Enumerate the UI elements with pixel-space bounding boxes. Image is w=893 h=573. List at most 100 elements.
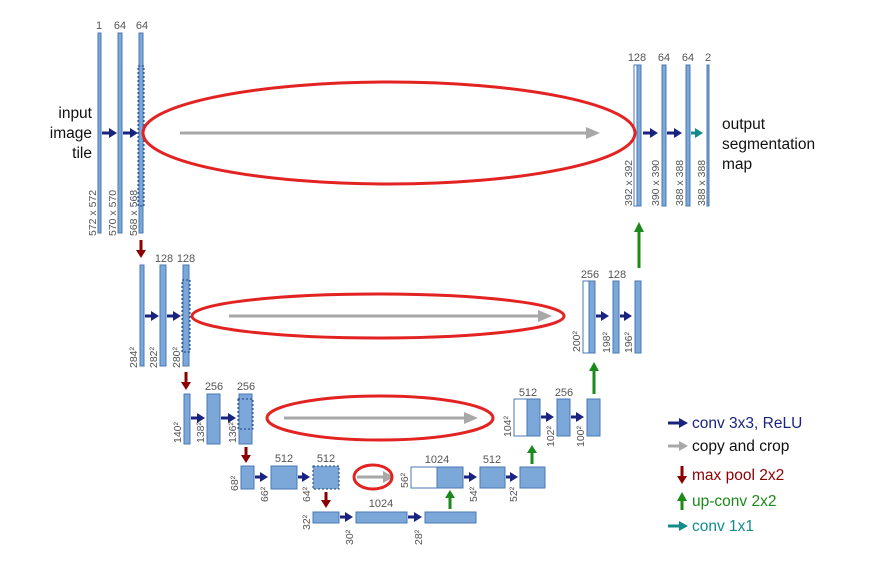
legend-label: conv 3x3, ReLU [692,415,802,432]
channel-label: 128 [608,269,626,281]
feature-map [586,398,601,437]
conv-arrow [506,472,518,482]
up-arrow-icon [677,492,687,510]
legend-item-conv: conv 3x3, ReLU [668,415,802,432]
copy-crop-arrow [229,310,552,322]
feature-map [556,398,571,437]
highlight-ellipse [265,394,495,442]
size-label: 102² [545,425,557,447]
highlight-ellipse [352,463,394,491]
size-label: 282² [148,346,160,368]
size-label: 568 x 568 [128,190,140,236]
size-label: 280² [171,346,183,368]
size-label: 56² [399,472,411,488]
feature-map [436,466,464,489]
conv-arrow [255,472,268,482]
size-label: 100² [575,425,587,447]
input-label: tile [72,145,92,162]
feature-map [240,465,255,490]
size-label: 52² [508,486,520,502]
copied-feature-map [410,466,438,489]
legend-item-upconv: up-conv 2x2 [677,492,776,510]
conv-arrow [643,128,658,138]
size-label: 138² [195,421,207,443]
size-label: 198² [601,331,613,353]
conv-arrow [167,311,181,321]
channel-label: 128 [177,253,195,265]
size-label: 32² [301,514,313,530]
level3-encoder: 256 256 140² 138² 136² [172,381,255,445]
copied-feature-map [513,398,528,437]
feature-map [312,465,340,490]
size-label: 196² [623,331,635,353]
conv-arrow [667,128,682,138]
channel-label: 128 [155,253,173,265]
copy-crop-arrow [284,412,478,424]
copied-feature-map [582,280,590,354]
channel-label: 1024 [369,498,393,510]
size-label: 30² [344,529,356,545]
feature-map [519,466,546,489]
size-label: 136² [227,421,239,443]
feature-map [355,511,408,524]
size-label: 66² [259,486,271,502]
conv-arrow [145,311,159,321]
level4-encoder: 512 512 68² 66² 64² [229,453,340,502]
feature-map [588,280,596,354]
crop-region [181,279,191,353]
channel-label: 256 [237,381,255,393]
channel-label: 128 [628,52,646,64]
max-pool-arrow [241,447,251,463]
conv-arrow [620,311,632,321]
channel-label: 1024 [425,454,449,466]
channel-label: 64 [682,52,694,64]
conv-arrow [340,512,353,522]
feature-map [636,64,642,207]
conv-arrow [123,128,138,138]
conv-arrow [571,412,584,422]
feature-map [479,466,506,489]
legend-label: max pool 2x2 [692,467,784,484]
channel-label: 512 [483,454,501,466]
feature-map [706,64,710,207]
size-label: 54² [468,486,480,502]
feature-map [270,465,298,490]
size-label: 388 x 388 [674,160,686,206]
up-conv-arrow [527,445,537,464]
conv-arrow [221,413,236,423]
channel-label: 512 [519,387,537,399]
copy-crop-arrow [357,471,394,483]
level5-bottleneck: 1024 32² 30² 28² [301,498,477,545]
channel-label: 64 [658,52,670,64]
feature-map [634,280,642,354]
down-arrow-icon [677,466,687,484]
feature-map [159,264,167,367]
input-label: input [58,105,92,122]
up-conv-arrow [589,362,599,394]
feature-map [117,32,123,234]
size-label: 572 x 572 [87,190,99,236]
feature-map [661,64,667,207]
size-label: 388 x 388 [696,160,708,206]
channel-label: 512 [275,453,293,465]
feature-map [685,64,691,207]
crop-region [237,398,254,430]
legend-label: copy and crop [692,438,789,455]
copy-arrow-icon [668,441,688,451]
max-pool-arrow [321,492,331,508]
feature-map [206,393,221,445]
level3-decoder: 512 256 104² 102² 100² [502,387,601,447]
conv-arrow [596,311,609,321]
up-conv-arrow [634,222,644,268]
feature-map [526,398,541,437]
teal-arrow-icon [668,521,688,531]
channel-label: 64 [136,20,148,32]
legend-label: conv 1x1 [692,518,754,535]
output-label: map [722,156,752,173]
size-label: 140² [172,421,184,443]
conv-arrow [298,472,310,482]
feature-map [182,264,190,367]
level2-encoder: 128 128 284² 282² 280² [128,253,195,368]
output-label: output [722,116,766,133]
size-label: 390 x 390 [650,160,662,206]
